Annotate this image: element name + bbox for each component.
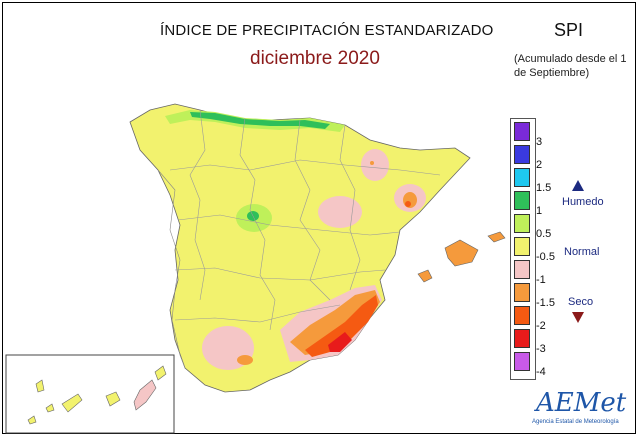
southeast-red-area: [305, 295, 378, 357]
canary-island-grancanaria: [105, 391, 121, 407]
legend-swatch: [514, 352, 530, 371]
canary-island-lanzarote: [154, 365, 167, 381]
accumulation-note: (Acumulado desde el 1 de Septiembre): [514, 53, 627, 79]
almeria-red-spot: [328, 332, 352, 352]
index-name: SPI: [554, 20, 584, 40]
province-borders: [169, 109, 441, 331]
legend-tick-label: -0.5: [536, 251, 555, 263]
spi-legend: 3 2 1.5 1 0.5 -0.5 -1 -1.5 -2 -3 -4 Humedo Normal …: [510, 118, 630, 386]
normal-label: Normal: [564, 246, 600, 258]
canary-island-fuerteventura: [133, 379, 157, 411]
canary-island-lapalma: [35, 379, 45, 393]
legend-swatch: [514, 168, 530, 187]
portugal-border: [157, 169, 186, 369]
malaga-orange-spot: [237, 355, 253, 365]
legend-swatch: [514, 237, 530, 256]
map-subtitle: diciembre 2020: [250, 48, 380, 69]
humid-arrow-icon: [572, 180, 584, 191]
legend-swatch: [514, 214, 530, 233]
legend-tick-label: 1: [536, 205, 543, 217]
legend-swatch: [514, 145, 530, 164]
aemet-logo-text: AEMet: [536, 388, 627, 418]
legend-swatch: [514, 283, 530, 302]
legend-swatch: [514, 191, 530, 210]
dry-label: Seco: [568, 296, 594, 308]
legend-tick-label: -1.5: [536, 297, 555, 309]
legend-tick-label: 2: [536, 159, 543, 171]
legend-tick-label: -2: [536, 320, 546, 332]
legend-tick-label: 1.5: [536, 182, 552, 194]
ebro-dry-area: [318, 196, 362, 228]
canary-island-gomera: [45, 403, 55, 413]
southeast-orange-area: [290, 290, 380, 355]
tarragona-red-spot: [405, 201, 411, 207]
aemet-logo: AEMet Agencia Estatal de Meteorología: [532, 388, 628, 432]
navarra-dry-area: [361, 149, 389, 181]
legend-tick-label: -4: [536, 366, 546, 378]
canary-island-tenerife: [61, 393, 83, 413]
legend-tick-label: 3: [536, 136, 543, 148]
north-wet-band: [190, 112, 330, 129]
legend-swatch: [514, 122, 530, 141]
legend-swatch: [514, 329, 530, 348]
legend-tick-label: -1: [536, 274, 546, 286]
humid-label: Humedo: [562, 196, 604, 208]
dry-arrow-icon: [572, 312, 584, 323]
navarra-orange-spot: [370, 161, 374, 165]
aemet-logo-tagline: Agencia Estatal de Meteorología: [532, 419, 619, 425]
legend-swatch: [514, 306, 530, 325]
legend-tick-label: -3: [536, 343, 546, 355]
map-title: ÍNDICE DE PRECIPITACIÓN ESTANDARIZADO: [160, 22, 494, 39]
legend-tick-label: 0.5: [536, 228, 552, 240]
ibiza-island: [417, 269, 433, 283]
legend-swatch: [514, 260, 530, 279]
mallorca-island: [444, 239, 479, 267]
menorca-island: [487, 231, 506, 243]
canary-inset-frame: [5, 354, 175, 434]
canary-island-hierro: [27, 415, 37, 425]
